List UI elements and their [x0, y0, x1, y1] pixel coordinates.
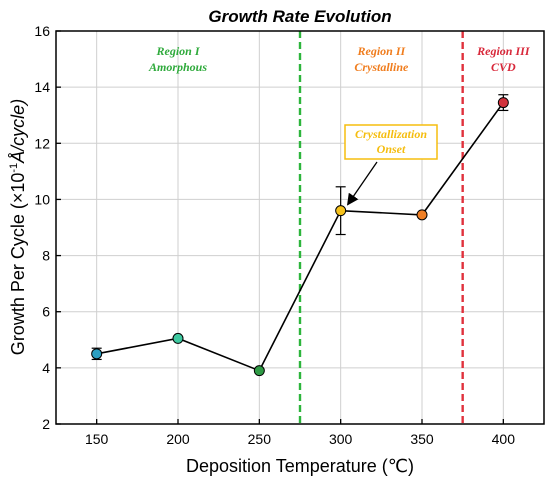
- chart-title: Growth Rate Evolution: [208, 7, 391, 26]
- annotation-label: Crystallization Onset: [355, 127, 427, 156]
- data-point: [416, 209, 428, 221]
- data-point: [253, 365, 265, 377]
- y-tick-label: 14: [34, 79, 50, 95]
- y-tick-label: 6: [42, 304, 50, 320]
- x-axis-title: Deposition Temperature (℃): [186, 456, 414, 476]
- y-axis-title: Growth Per Cycle (×10-1Å/cycle): [8, 99, 28, 355]
- data-point: [172, 332, 184, 344]
- y-tick-label: 12: [34, 135, 50, 151]
- annotation-box: [344, 124, 438, 160]
- series-line: [96, 102, 504, 372]
- y-tick-label: 10: [34, 191, 50, 207]
- data-point: [335, 205, 347, 217]
- region-label: Region II Crystalline: [354, 44, 409, 74]
- region-labels: Region I Amorphous Region II Crystalline Reg…: [148, 44, 531, 206]
- annotation-arrow: [347, 161, 378, 206]
- x-tick-label: 200: [166, 431, 190, 447]
- data-point: [91, 348, 103, 360]
- plot-frame: [55, 30, 545, 425]
- x-tick-label: 150: [85, 431, 109, 447]
- data-point: [497, 97, 509, 109]
- y-axis-title-unit: Å/cycle): [8, 99, 28, 164]
- region-boundaries: [298, 31, 464, 424]
- y-tick-label: 4: [42, 360, 50, 376]
- axis-ticks: 150 200 250 300 350 400 2 4 6 8 10 12 14 16: [34, 23, 515, 447]
- x-tick-label: 400: [492, 431, 516, 447]
- y-tick-label: 8: [42, 248, 50, 264]
- region-label: Region III CVD: [476, 44, 531, 74]
- series: [91, 94, 509, 377]
- x-tick-label: 250: [248, 431, 272, 447]
- y-axis-title-exponent: -1: [8, 163, 20, 173]
- y-axis-title-prefix: Growth Per Cycle (×10: [8, 173, 28, 356]
- y-tick-label: 16: [34, 23, 50, 39]
- x-tick-label: 300: [329, 431, 353, 447]
- x-tick-label: 350: [410, 431, 434, 447]
- region-label: Region I Amorphous: [148, 44, 207, 74]
- y-tick-label: 2: [42, 416, 50, 432]
